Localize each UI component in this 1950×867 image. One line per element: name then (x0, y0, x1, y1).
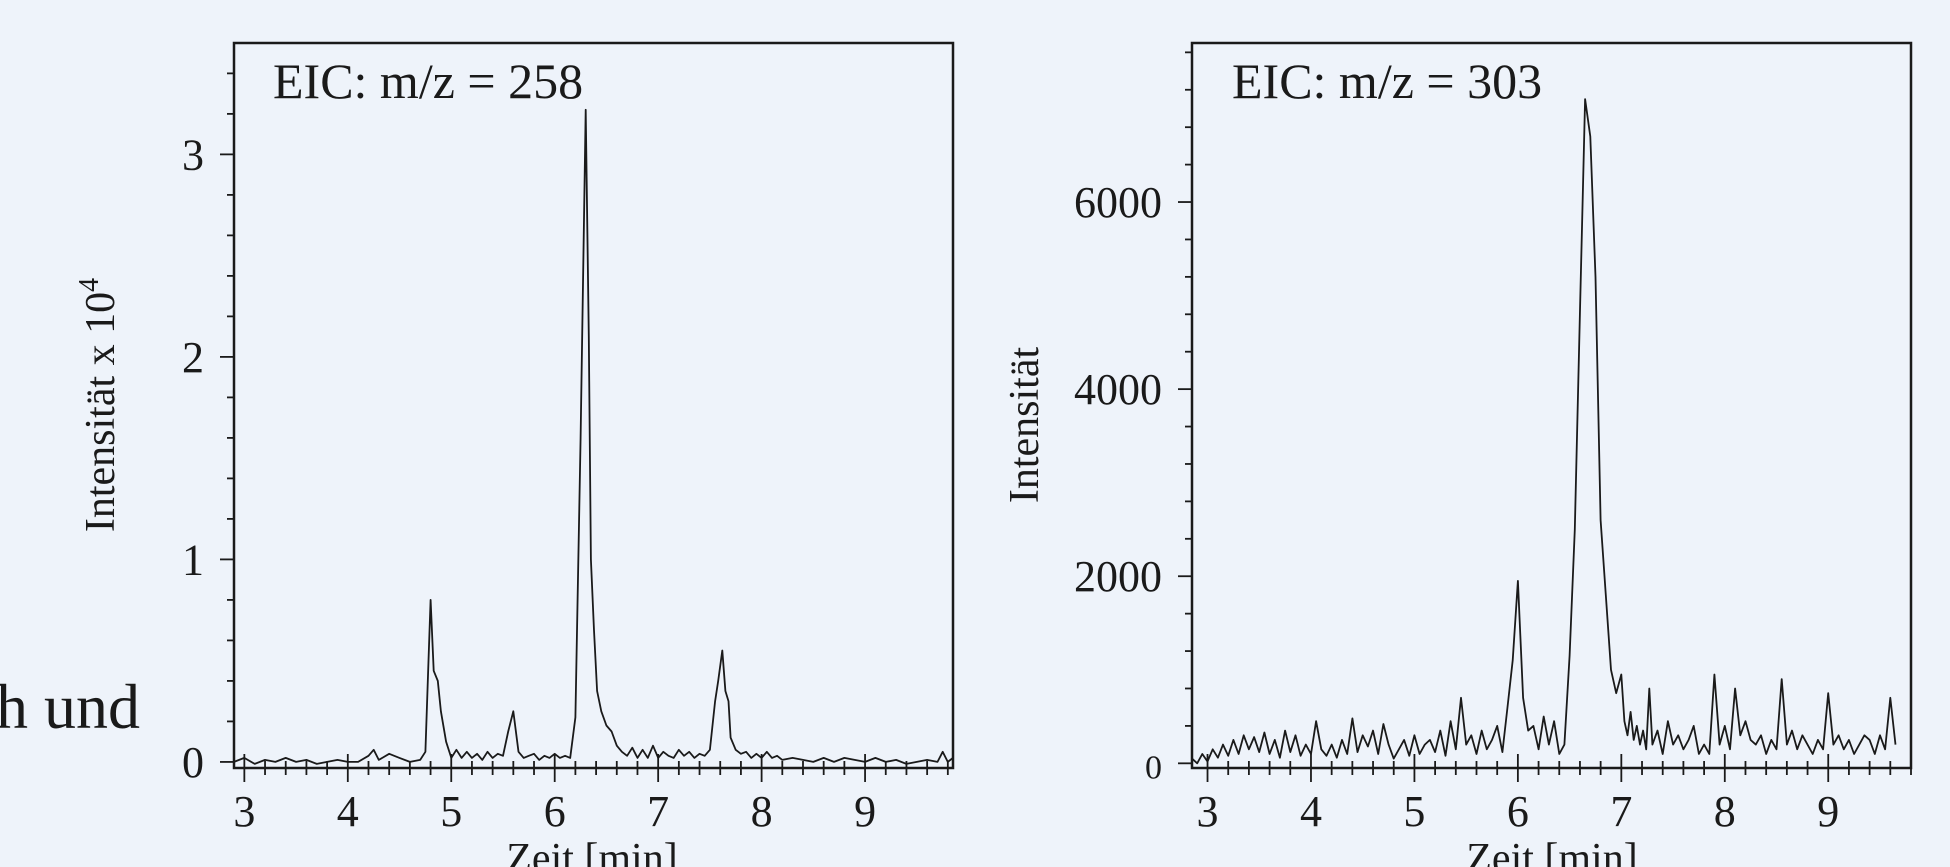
x-tick-label: 6 (1507, 787, 1529, 836)
x-tick-label: 4 (1300, 787, 1322, 836)
x-axis-label: Zeit [min] (1466, 836, 1637, 867)
clipped-page-text: h und (0, 671, 140, 742)
x-tick-label: 9 (854, 787, 876, 836)
x-tick-label: 5 (1403, 787, 1425, 836)
x-tick-label: 8 (751, 787, 773, 836)
chart-title: EIC: m/z = 303 (1232, 53, 1542, 109)
x-tick-label: 6 (544, 787, 566, 836)
y-tick-label: 3 (182, 130, 204, 179)
y-axis-label-group: Intensität x 104 (74, 278, 124, 532)
plot-frame (1190, 41, 1913, 770)
y-tick-label: 2000 (1074, 552, 1162, 601)
eic-258-trace (233, 108, 954, 765)
y-tick-label: 0 (182, 738, 204, 787)
x-tick-label: 7 (1610, 787, 1632, 836)
y-tick-label: 1 (182, 535, 204, 584)
x-tick-label: 3 (233, 787, 255, 836)
x-ticks: 3 4 5 6 7 8 9 (1197, 754, 1912, 836)
y-axis-label-group: Intensität (1002, 347, 1048, 504)
y-tick-label: 2 (182, 333, 204, 382)
eic-303-panel: 3 4 5 6 7 8 9 0 2000 4000 6000 EIC: m/z = 303 Zei… (1002, 41, 1913, 867)
plot-frame (232, 41, 955, 770)
chart-title: EIC: m/z = 258 (273, 53, 583, 109)
x-ticks: 3 4 5 6 7 8 9 (233, 754, 949, 836)
x-tick-label: 8 (1714, 787, 1736, 836)
eic-258-panel: 3 4 5 6 7 8 9 0 1 2 3 EIC: m/z = 258 Zeit [min] I… (74, 41, 955, 867)
y-tick-label: 0 (1145, 749, 1162, 786)
y-axis-label: Intensität (1002, 347, 1048, 504)
y-axis-label-exponent: 4 (74, 278, 105, 292)
x-tick-label: 4 (337, 787, 359, 836)
y-ticks: 0 2000 4000 6000 (1074, 51, 1192, 786)
y-tick-label: 6000 (1074, 178, 1162, 227)
y-tick-label: 4000 (1074, 365, 1162, 414)
x-tick-label: 7 (647, 787, 669, 836)
x-axis-label: Zeit [min] (506, 836, 677, 867)
y-axis-label-base: Intensität x 10 (78, 292, 124, 532)
y-axis-label: Intensität x 104 (74, 278, 124, 532)
x-tick-label: 5 (440, 787, 462, 836)
x-tick-label: 9 (1817, 787, 1839, 836)
eic-303-trace (1191, 98, 1897, 765)
y-ticks: 0 1 2 3 (182, 72, 234, 787)
x-tick-label: 3 (1197, 787, 1219, 836)
